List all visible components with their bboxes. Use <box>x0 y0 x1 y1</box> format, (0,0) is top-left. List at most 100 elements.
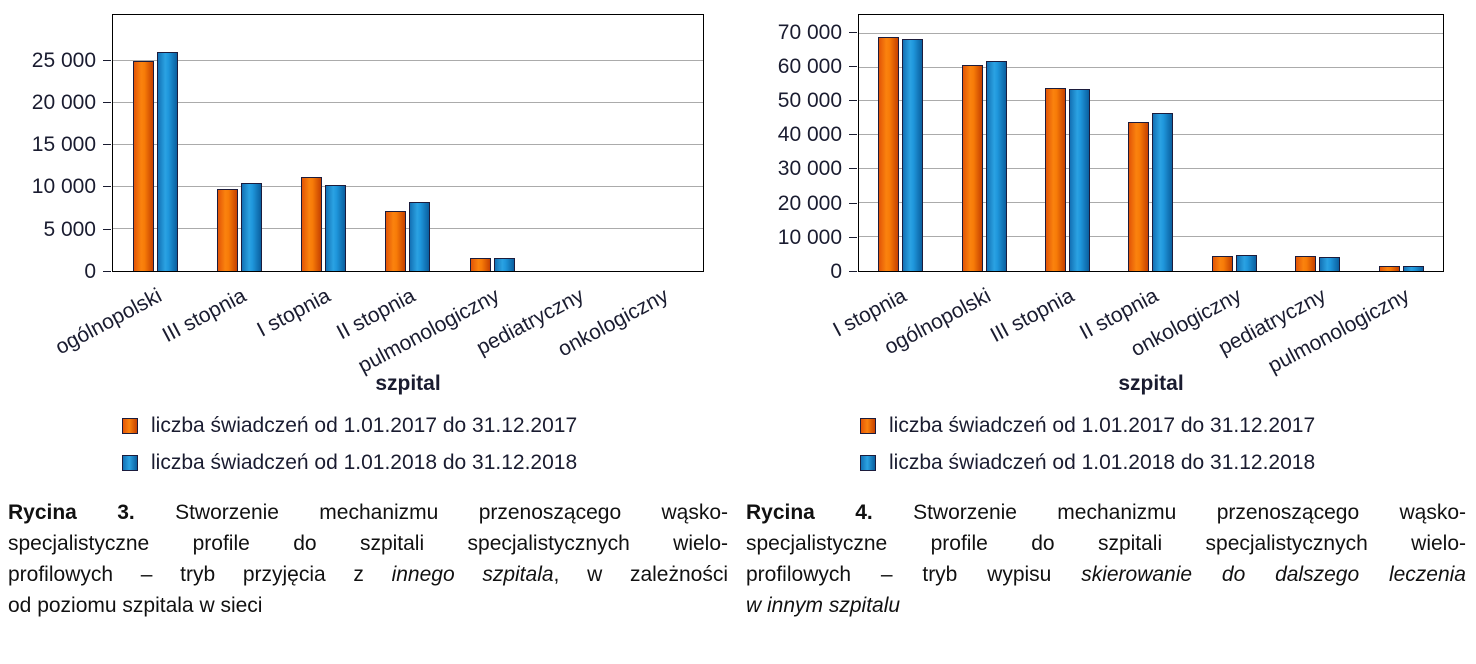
bar-2017 <box>385 210 407 271</box>
y-tick-mark <box>849 202 857 204</box>
bar-2017 <box>1295 255 1317 271</box>
y-tick-mark <box>849 236 857 238</box>
bar-2018 <box>1152 113 1174 271</box>
bar-2017 <box>469 257 491 271</box>
figure-rycina-4: 0 10 000 20 000 30 000 40 000 50 000 60 000 70 … <box>738 0 1476 664</box>
category-5 <box>450 15 534 271</box>
figure-caption: Rycina 3. Stworzenie mechanizmu przenosz… <box>8 497 728 621</box>
x-axis-label: III stopnia <box>158 284 250 348</box>
gridline <box>113 186 703 188</box>
gridline <box>859 134 1443 136</box>
legend: liczba świadczeń od 1.01.2017 do 31.12.2… <box>122 414 728 475</box>
y-tick-mark <box>849 271 857 272</box>
bar-2017 <box>132 61 154 271</box>
category-4 <box>1109 15 1192 271</box>
x-axis-labels: I stopnia ogólnopolski III stopnia II stopn… <box>830 276 1444 378</box>
y-tick-label: 5 000 <box>43 217 96 241</box>
y-tick-mark <box>103 186 111 188</box>
x-axis-title: szpital <box>375 372 441 395</box>
legend-swatch <box>860 455 876 471</box>
gridline <box>113 102 703 104</box>
y-tick-label: 70 000 <box>777 20 842 44</box>
bar-2018 <box>985 61 1007 271</box>
legend-label: liczba świadczeń od 1.01.2018 do 31.12.2… <box>151 451 578 474</box>
bar-2017 <box>301 177 323 271</box>
category-6 <box>534 15 618 271</box>
bar-2017 <box>216 188 238 271</box>
y-tick-label: 20 000 <box>777 191 842 215</box>
caption-line: Rycina 4. Stworzenie mechanizmu przenosz… <box>746 497 1466 528</box>
bar-2018 <box>1319 256 1341 271</box>
caption-line: od poziomu szpitala w sieci <box>8 590 728 621</box>
y-tick-mark <box>849 100 857 102</box>
legend-label: liczba świadczeń od 1.01.2017 do 31.12.2… <box>889 414 1316 437</box>
x-axis-label: pulmonologiczny <box>354 284 504 378</box>
caption-text: , w zależności <box>553 563 728 586</box>
y-tick-label: 30 000 <box>777 157 842 181</box>
y-tick-mark <box>103 101 111 103</box>
category-2 <box>942 15 1025 271</box>
caption-line: specjalistyczne profile do szpitali spec… <box>746 528 1466 559</box>
gridline <box>113 228 703 230</box>
caption-label: Rycina 4. <box>746 501 873 524</box>
y-tick-label: 10 000 <box>777 225 842 249</box>
x-axis-labels: ogólnopolski III stopnia I stopnia II stopn… <box>51 276 704 378</box>
legend-label: liczba świadczeń od 1.01.2018 do 31.12.2… <box>889 451 1316 474</box>
caption-text: Stworzenie mechanizmu przenoszącego wąsk… <box>872 501 1466 524</box>
category-7 <box>1360 15 1443 271</box>
gridline <box>859 202 1443 204</box>
bar-2017 <box>878 37 900 271</box>
legend-item: liczba świadczeń od 1.01.2018 do 31.12.2… <box>122 451 728 475</box>
legend-swatch <box>122 418 138 434</box>
y-tick-label: 15 000 <box>31 133 96 157</box>
y-tick-label: 10 000 <box>31 175 96 199</box>
bar-2018 <box>902 39 924 271</box>
legend-item: liczba świadczeń od 1.01.2017 do 31.12.2… <box>860 414 1466 438</box>
y-tick-mark <box>103 59 111 61</box>
caption-line: profilowych – tryb wypisu skierowanie do… <box>746 559 1466 590</box>
caption-text: profilowych – tryb wypisu <box>746 563 1082 586</box>
y-tick-mark <box>849 134 857 136</box>
category-7 <box>619 15 703 271</box>
category-5 <box>1193 15 1276 271</box>
figure-rycina-3: 0 5 000 10 000 15 000 20 000 25 000 ogólnopol… <box>8 0 728 621</box>
figure-caption: Rycina 4. Stworzenie mechanizmu przenosz… <box>746 497 1466 621</box>
bar-chart: 0 5 000 10 000 15 000 20 000 25 000 ogólnopol… <box>8 0 728 378</box>
category-2 <box>197 15 281 271</box>
legend-item: liczba świadczeń od 1.01.2017 do 31.12.2… <box>122 414 728 438</box>
legend-label: liczba świadczeń od 1.01.2017 do 31.12.2… <box>151 414 578 437</box>
bar-2017 <box>1045 87 1067 271</box>
y-tick-mark <box>849 65 857 67</box>
caption-text: specjalistyczne profile do szpitali spec… <box>746 532 1466 555</box>
x-axis-label: I stopnia <box>253 284 335 342</box>
caption-italic-text: w innym szpitalu <box>746 594 901 617</box>
y-tick-label: 20 000 <box>31 90 96 114</box>
gridline <box>859 236 1443 238</box>
bar-2018 <box>156 51 178 271</box>
y-tick-mark <box>103 144 111 146</box>
caption-text: Stworzenie mechanizmu przenoszącego wąsk… <box>134 501 728 524</box>
y-tick-mark <box>103 228 111 230</box>
y-tick-label: 0 <box>830 260 842 283</box>
bar-2018 <box>493 257 515 271</box>
category-3 <box>1026 15 1109 271</box>
gridline <box>859 168 1443 170</box>
y-tick-label: 50 000 <box>777 89 842 113</box>
caption-italic-text: innego szpitala <box>391 563 554 586</box>
y-tick-mark <box>849 168 857 170</box>
category-1 <box>113 15 197 271</box>
caption-line: w innym szpitalu <box>746 590 1466 621</box>
x-axis-label: pulmonologiczny <box>1264 284 1413 378</box>
bar-2018 <box>1402 265 1424 271</box>
bar-2018 <box>409 202 431 271</box>
y-tick-mark <box>103 271 111 272</box>
y-axis-ticks: 0 5 000 10 000 15 000 20 000 25 000 <box>8 14 112 283</box>
bar-row <box>113 15 703 271</box>
y-tick-label: 0 <box>84 260 96 283</box>
legend-item: liczba świadczeń od 1.01.2018 do 31.12.2… <box>860 451 1466 475</box>
gridline <box>113 144 703 146</box>
caption-line: specjalistyczne profile do szpitali spec… <box>8 528 728 559</box>
bar-2018 <box>240 182 262 271</box>
y-tick-mark <box>849 31 857 33</box>
